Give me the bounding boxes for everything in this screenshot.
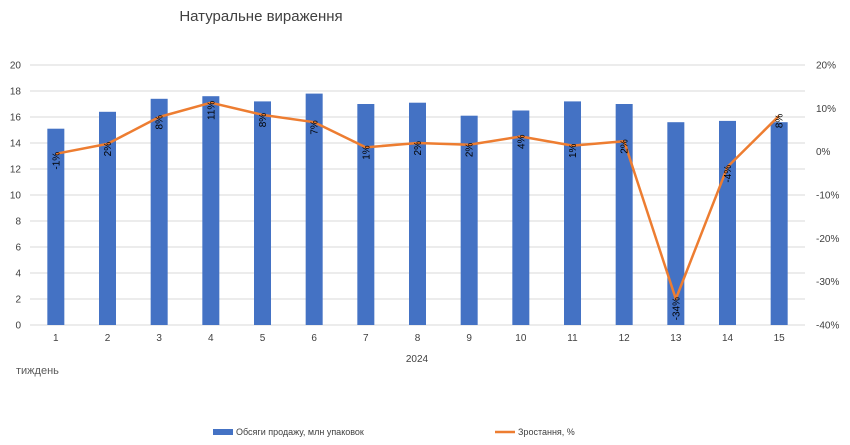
bar (99, 111, 116, 325)
data-label: -4% (723, 165, 734, 183)
legend: Обсяги продажу, млн упаковок Зростання, … (213, 427, 575, 437)
y-right-tick-label: -30% (816, 277, 839, 288)
y-right-tick-label: 20% (816, 61, 836, 72)
x-group-label: 2024 (406, 354, 429, 365)
x-tick-label: 2 (105, 333, 111, 344)
bar (357, 104, 375, 325)
bar (150, 98, 168, 325)
bar (47, 128, 65, 325)
x-tick-label: 15 (774, 333, 786, 344)
bar (564, 101, 581, 326)
data-label: 8% (155, 115, 166, 130)
data-label: -34% (671, 297, 682, 320)
bar (305, 93, 323, 325)
data-label: 11% (206, 101, 217, 120)
growth-line (55, 101, 781, 301)
bars (47, 93, 788, 326)
data-label: 2% (103, 142, 114, 157)
y-left-tick-label: 14 (10, 139, 22, 150)
y-right-tick-label: -40% (816, 321, 839, 332)
bar (770, 122, 788, 325)
y-right-tick-label: 0% (816, 147, 831, 158)
legend-label-bar: Обсяги продажу, млн упаковок (236, 427, 364, 437)
x-tick-label: 4 (208, 333, 214, 344)
right-axis-ticks: -40% -30% -20% -10% 0% 10% 20% (816, 61, 839, 332)
data-label: 2% (413, 141, 424, 156)
y-left-tick-label: 4 (15, 269, 21, 280)
y-right-tick-label: 10% (816, 104, 836, 115)
y-left-tick-label: 10 (10, 191, 22, 202)
x-tick-label: 1 (53, 333, 59, 344)
bar (615, 104, 633, 325)
data-labels: -1% 2% 8% 11% 8% 7% 1% 2% 2% 4% 1% 2% -34% -4% 8% (51, 101, 785, 321)
data-label: 2% (620, 139, 631, 154)
bar (667, 122, 685, 325)
data-label: 1% (361, 145, 372, 160)
y-left-tick-label: 12 (10, 165, 22, 176)
data-label: 4% (516, 134, 527, 149)
legend-swatch-bar (213, 429, 233, 435)
left-axis-ticks: 0 2 4 6 8 10 12 14 16 18 20 (10, 61, 22, 332)
x-tick-label: 14 (722, 333, 734, 344)
x-tick-label: 6 (311, 333, 317, 344)
x-axis-label: тиждень (16, 365, 59, 377)
y-left-tick-label: 0 (15, 321, 21, 332)
x-tick-label: 12 (619, 333, 631, 344)
y-left-tick-label: 16 (10, 113, 22, 124)
bar (512, 110, 530, 325)
y-left-tick-label: 20 (10, 61, 22, 72)
data-label: 2% (465, 143, 476, 158)
bar (202, 96, 220, 325)
x-tick-label: 8 (415, 333, 421, 344)
y-left-tick-label: 8 (15, 217, 21, 228)
data-label: 8% (775, 114, 786, 129)
x-tick-label: 7 (363, 333, 369, 344)
x-tick-label: 9 (466, 333, 472, 344)
x-tick-label: 5 (260, 333, 266, 344)
y-left-tick-label: 2 (15, 295, 21, 306)
bar (254, 101, 271, 326)
y-right-tick-label: -20% (816, 234, 839, 245)
y-right-tick-label: -10% (816, 191, 839, 202)
y-left-tick-label: 6 (15, 243, 21, 254)
x-tick-label: 10 (515, 333, 527, 344)
data-label: 7% (310, 120, 321, 135)
bar (409, 102, 426, 325)
x-tick-label: 11 (567, 333, 578, 344)
data-label: 8% (258, 113, 269, 128)
x-tick-label: 13 (670, 333, 682, 344)
bar (460, 115, 478, 325)
x-axis-ticks: 1 2 3 4 5 6 7 8 9 10 11 12 13 14 15 (53, 333, 785, 344)
line-series (55, 101, 781, 301)
data-label: -1% (51, 152, 62, 170)
x-tick-label: 3 (156, 333, 162, 344)
chart-title: Натуральне вираження (179, 8, 342, 25)
bar (719, 120, 736, 326)
legend-label-line: Зростання, % (518, 427, 575, 437)
data-label: 1% (568, 143, 579, 158)
y-left-tick-label: 18 (10, 87, 22, 98)
